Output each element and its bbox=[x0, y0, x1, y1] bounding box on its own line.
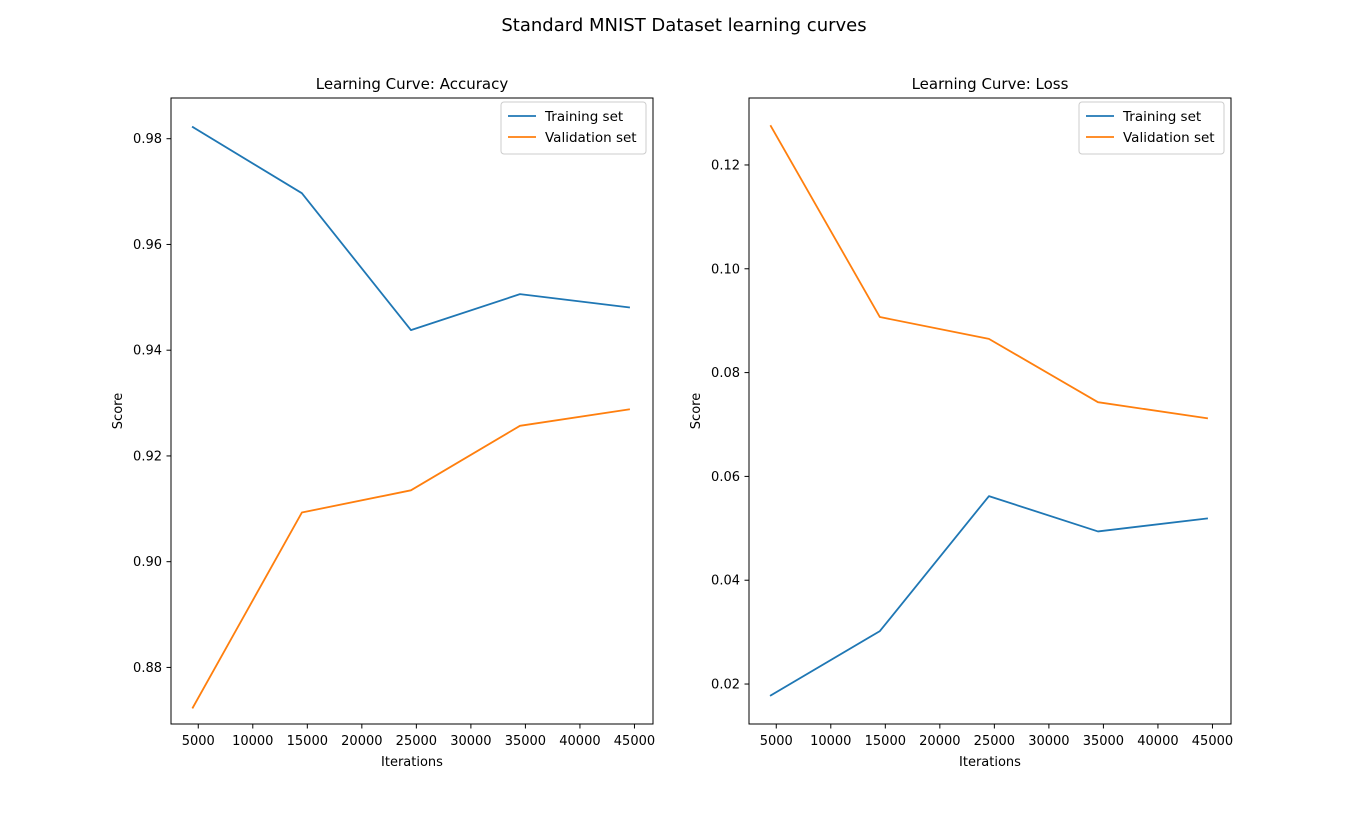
accuracy-axes-frame bbox=[170, 97, 654, 725]
accuracy-x-axis-label: Iterations bbox=[381, 755, 443, 770]
loss-x-tick-label: 10000 bbox=[810, 734, 851, 749]
loss-x-tick-label: 25000 bbox=[974, 734, 1015, 749]
accuracy-y-tick-label: 0.92 bbox=[133, 449, 162, 464]
loss-y-tick-label: 0.04 bbox=[711, 574, 740, 589]
loss-plot-area bbox=[749, 98, 1231, 724]
accuracy-chart-title: Learning Curve: Accuracy bbox=[316, 75, 509, 93]
loss-legend-label-validation: Validation set bbox=[1123, 130, 1215, 146]
accuracy-x-tick-label: 10000 bbox=[232, 734, 273, 749]
loss-x-axis-label: Iterations bbox=[959, 755, 1021, 770]
loss-y-tick-label: 0.12 bbox=[711, 158, 740, 173]
accuracy-legend: Training set Validation set bbox=[500, 101, 647, 155]
loss-legend-box bbox=[1078, 101, 1225, 155]
accuracy-x-tick-label: 30000 bbox=[450, 734, 491, 749]
accuracy-legend-label-training: Training set bbox=[544, 109, 623, 125]
loss-chart-title: Learning Curve: Loss bbox=[912, 75, 1069, 93]
loss-x-tick-label: 30000 bbox=[1028, 734, 1069, 749]
loss-x-tick-label: 35000 bbox=[1083, 734, 1124, 749]
loss-x-tick-label: 40000 bbox=[1137, 734, 1178, 749]
accuracy-series-line-validation bbox=[191, 408, 631, 709]
accuracy-y-tick-label: 0.94 bbox=[133, 344, 162, 359]
loss-series-line-validation bbox=[769, 124, 1209, 420]
loss-chart: 5000 10000 15000 20000 25000 30000 35000 40000 4… bbox=[689, 75, 1233, 770]
loss-x-tick-label: 20000 bbox=[919, 734, 960, 749]
loss-axes-frame bbox=[748, 97, 1232, 725]
accuracy-y-tick-label: 0.88 bbox=[133, 661, 162, 676]
loss-x-tick-label: 15000 bbox=[865, 734, 906, 749]
loss-legend: Training set Validation set bbox=[1078, 101, 1225, 155]
loss-x-tick-label: 45000 bbox=[1192, 734, 1233, 749]
loss-y-tick-label: 0.10 bbox=[711, 262, 740, 277]
accuracy-x-tick-label: 15000 bbox=[287, 734, 328, 749]
loss-y-tick-label: 0.02 bbox=[711, 678, 740, 693]
accuracy-x-tick-label: 40000 bbox=[559, 734, 600, 749]
accuracy-y-axis-label: Score bbox=[111, 393, 126, 429]
loss-x-tick-label: 5000 bbox=[760, 734, 793, 749]
accuracy-y-tick-label: 0.90 bbox=[133, 555, 162, 570]
accuracy-chart: 5000 10000 15000 20000 25000 30000 35000 40000 4… bbox=[111, 75, 655, 770]
accuracy-y-tick-label: 0.96 bbox=[133, 238, 162, 253]
accuracy-legend-box bbox=[500, 101, 647, 155]
accuracy-x-tick-label: 35000 bbox=[505, 734, 546, 749]
accuracy-legend-label-validation: Validation set bbox=[545, 130, 637, 146]
accuracy-x-tick-label: 5000 bbox=[182, 734, 215, 749]
loss-y-tick-label: 0.06 bbox=[711, 470, 740, 485]
accuracy-y-tick-label: 0.98 bbox=[133, 132, 162, 147]
loss-y-axis-label: Score bbox=[689, 393, 704, 429]
accuracy-x-tick-label: 45000 bbox=[614, 734, 655, 749]
loss-y-tick-label: 0.08 bbox=[711, 366, 740, 381]
figure-suptitle: Standard MNIST Dataset learning curves bbox=[501, 15, 866, 36]
loss-legend-label-training: Training set bbox=[1122, 109, 1201, 125]
accuracy-plot-area bbox=[171, 98, 653, 724]
accuracy-x-tick-label: 20000 bbox=[341, 734, 382, 749]
accuracy-series-line-training bbox=[191, 125, 631, 332]
loss-series-line-training bbox=[769, 495, 1209, 697]
accuracy-x-tick-label: 25000 bbox=[396, 734, 437, 749]
